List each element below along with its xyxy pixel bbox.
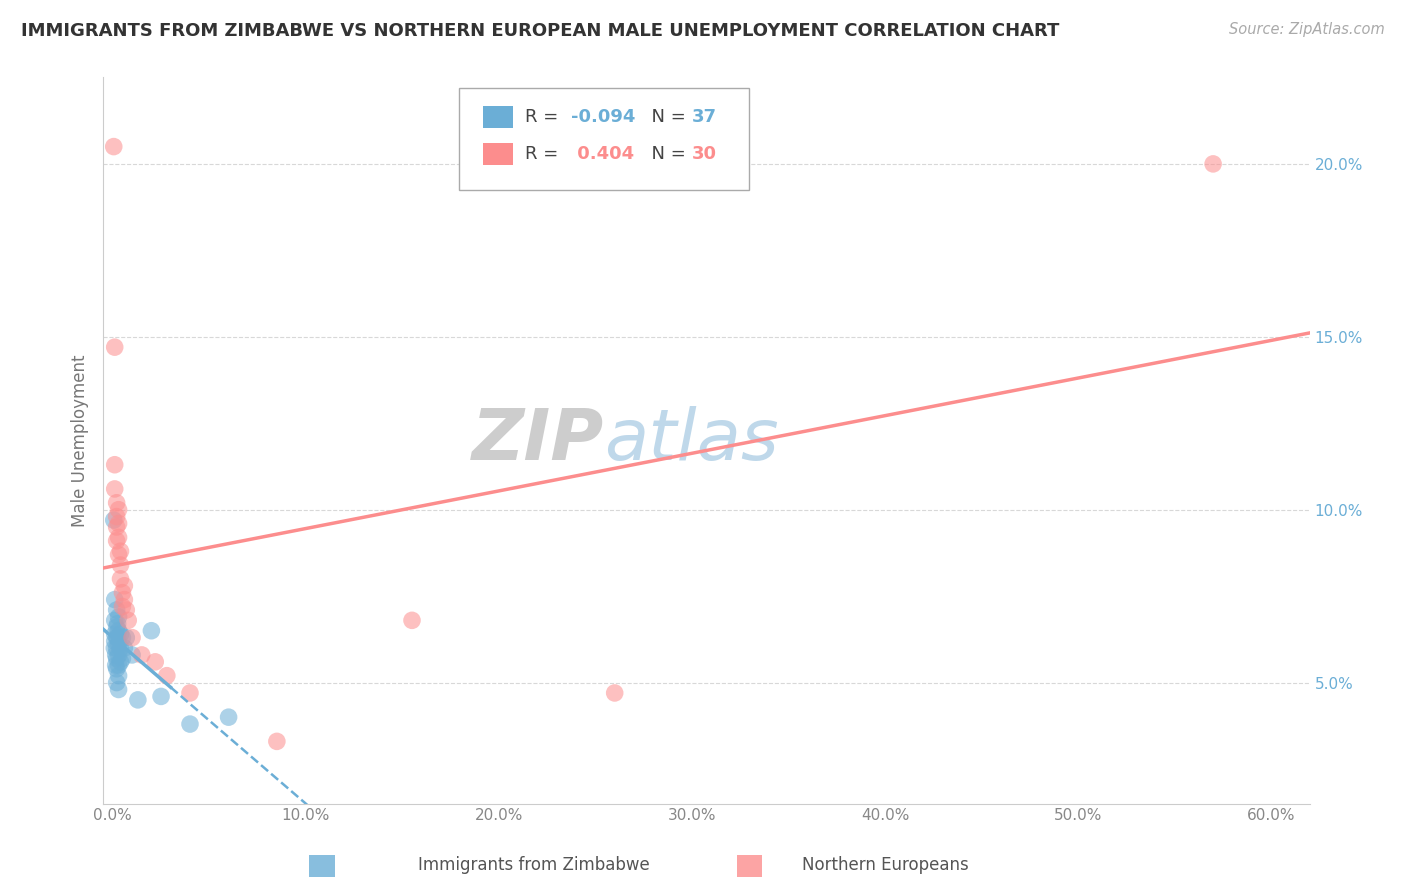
- Point: [104, 458, 127, 472]
- Point: [105, 509, 128, 524]
- Point: [110, 558, 132, 572]
- Point: [110, 544, 132, 558]
- Point: [105, 631, 128, 645]
- Point: [121, 631, 143, 645]
- Point: [107, 638, 129, 652]
- Point: [107, 502, 129, 516]
- Point: [103, 640, 125, 655]
- Point: [105, 533, 128, 548]
- Point: [105, 651, 128, 665]
- Point: [104, 627, 127, 641]
- Point: [105, 675, 128, 690]
- Point: [218, 710, 240, 724]
- Point: [107, 682, 129, 697]
- Point: [107, 648, 129, 662]
- Point: [111, 651, 134, 665]
- Point: [266, 734, 288, 748]
- Point: [112, 640, 135, 655]
- Point: [141, 624, 163, 638]
- Point: [110, 640, 132, 655]
- Point: [107, 616, 129, 631]
- Point: [117, 613, 139, 627]
- Text: IMMIGRANTS FROM ZIMBABWE VS NORTHERN EUROPEAN MALE UNEMPLOYMENT CORRELATION CHAR: IMMIGRANTS FROM ZIMBABWE VS NORTHERN EUR…: [21, 22, 1060, 40]
- FancyBboxPatch shape: [484, 143, 513, 165]
- Point: [131, 648, 153, 662]
- Point: [105, 496, 128, 510]
- Text: 37: 37: [692, 109, 717, 127]
- Point: [107, 516, 129, 531]
- Point: [150, 690, 173, 704]
- Point: [105, 603, 128, 617]
- Point: [104, 592, 127, 607]
- Point: [104, 648, 127, 662]
- Text: -0.094: -0.094: [571, 109, 636, 127]
- Point: [104, 613, 127, 627]
- Text: atlas: atlas: [603, 406, 779, 475]
- Point: [143, 655, 166, 669]
- Point: [112, 579, 135, 593]
- Point: [107, 530, 129, 544]
- Point: [111, 631, 134, 645]
- Point: [111, 585, 134, 599]
- Text: N =: N =: [640, 109, 692, 127]
- Point: [111, 599, 134, 614]
- Text: Source: ZipAtlas.com: Source: ZipAtlas.com: [1229, 22, 1385, 37]
- Point: [103, 139, 125, 153]
- Point: [127, 693, 149, 707]
- Text: Northern Europeans: Northern Europeans: [803, 856, 969, 874]
- FancyBboxPatch shape: [484, 106, 513, 128]
- Point: [104, 658, 127, 673]
- Point: [104, 482, 127, 496]
- Text: N =: N =: [640, 145, 692, 162]
- Point: [107, 610, 129, 624]
- Point: [110, 627, 132, 641]
- Point: [103, 513, 125, 527]
- Point: [105, 620, 128, 634]
- Text: R =: R =: [526, 145, 564, 162]
- Point: [104, 340, 127, 354]
- Point: [107, 624, 129, 638]
- Point: [115, 603, 138, 617]
- Point: [105, 662, 128, 676]
- Point: [1202, 157, 1225, 171]
- Text: R =: R =: [526, 109, 564, 127]
- Point: [107, 668, 129, 682]
- FancyBboxPatch shape: [458, 88, 748, 190]
- Point: [121, 648, 143, 662]
- Point: [110, 655, 132, 669]
- Point: [179, 686, 201, 700]
- Text: ZIP: ZIP: [471, 406, 603, 475]
- Point: [112, 592, 135, 607]
- Point: [603, 686, 626, 700]
- Point: [110, 572, 132, 586]
- Point: [156, 668, 179, 682]
- Point: [107, 631, 129, 645]
- Point: [401, 613, 423, 627]
- Y-axis label: Male Unemployment: Male Unemployment: [72, 354, 89, 527]
- Text: 0.404: 0.404: [571, 145, 634, 162]
- Point: [105, 640, 128, 655]
- Point: [107, 548, 129, 562]
- Text: Immigrants from Zimbabwe: Immigrants from Zimbabwe: [419, 856, 650, 874]
- Point: [179, 717, 201, 731]
- Point: [105, 520, 128, 534]
- Point: [107, 658, 129, 673]
- Text: 30: 30: [692, 145, 717, 162]
- Point: [104, 634, 127, 648]
- Point: [115, 631, 138, 645]
